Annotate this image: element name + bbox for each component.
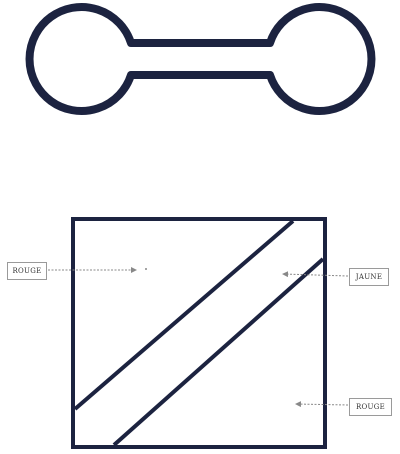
diagonal-line-upper [73,219,295,411]
dumbbell-shape [25,3,376,115]
arrow-rouge-right [295,401,349,408]
label-rouge-left: ROUGE [7,262,47,280]
square-flag [71,217,327,449]
region-marker-dot [145,268,147,270]
label-jaune: JAUNE [349,268,389,286]
diagonal-line-lower [112,257,325,447]
arrow-jaune [282,271,349,278]
label-rouge-right: ROUGE [349,398,392,416]
